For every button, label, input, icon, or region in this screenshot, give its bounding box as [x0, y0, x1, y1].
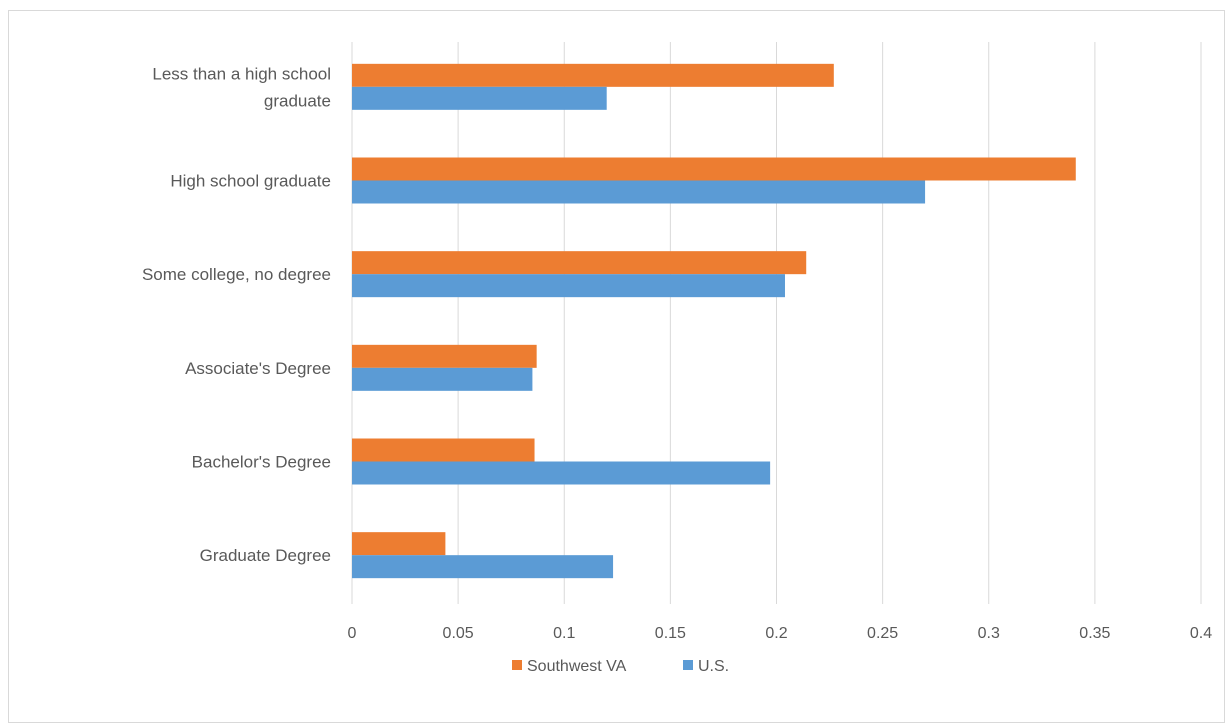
legend[interactable]: Southwest VA U.S. — [512, 658, 729, 675]
x-tick-label: 0.3 — [978, 625, 1000, 642]
bar-us[interactable] — [352, 461, 771, 485]
bar-southwest-va[interactable] — [352, 438, 535, 462]
legend-swatch-us — [683, 660, 693, 670]
bar-us[interactable] — [352, 180, 926, 204]
legend-swatch-southwest-va — [512, 660, 522, 670]
category-label: Less than a high school graduate — [152, 64, 331, 110]
value-axis-tick-labels: 0 0.05 0.1 0.15 0.2 0.25 0.3 0.35 0.4 — [348, 625, 1213, 642]
bar-us[interactable] — [352, 274, 785, 298]
category-label: High school graduate — [170, 172, 331, 191]
bar-us[interactable] — [352, 86, 607, 110]
category-label: Associate's Degree — [185, 359, 331, 378]
bar-southwest-va[interactable] — [352, 251, 807, 275]
x-tick-label: 0.35 — [1079, 625, 1110, 642]
category-label: Graduate Degree — [200, 546, 331, 565]
bar-southwest-va[interactable] — [352, 157, 1076, 181]
bar-us[interactable] — [352, 367, 533, 391]
legend-label-us[interactable]: U.S. — [698, 658, 729, 675]
x-tick-label: 0.05 — [443, 625, 474, 642]
bar-southwest-va[interactable] — [352, 344, 537, 368]
legend-label-southwest-va[interactable]: Southwest VA — [527, 658, 627, 675]
chart-frame — [8, 10, 1225, 723]
bars — [352, 63, 1076, 579]
gridlines — [351, 42, 1202, 604]
x-tick-label: 0.4 — [1190, 625, 1212, 642]
category-label: Bachelor's Degree — [192, 453, 331, 472]
category-axis-labels: Less than a high school graduate High scho… — [142, 64, 331, 565]
bar-southwest-va[interactable] — [352, 63, 834, 87]
x-tick-label: 0.2 — [765, 625, 787, 642]
x-tick-label: 0.1 — [553, 625, 575, 642]
x-tick-label: 0.15 — [655, 625, 686, 642]
bar-us[interactable] — [352, 555, 614, 579]
x-tick-label: 0 — [348, 625, 357, 642]
bar-southwest-va[interactable] — [352, 532, 446, 556]
category-label: Some college, no degree — [142, 265, 331, 284]
x-tick-label: 0.25 — [867, 625, 898, 642]
